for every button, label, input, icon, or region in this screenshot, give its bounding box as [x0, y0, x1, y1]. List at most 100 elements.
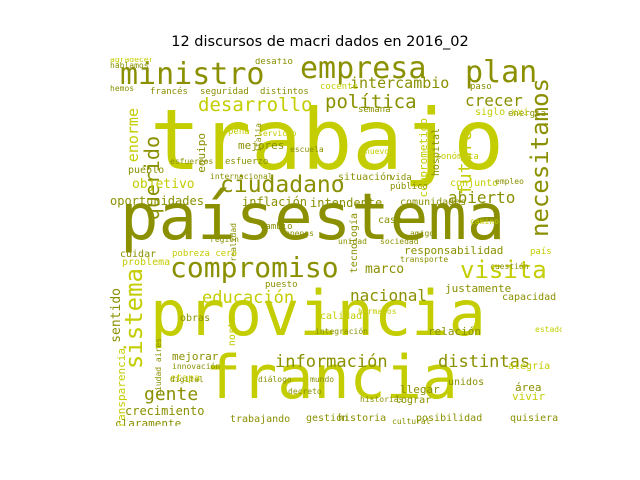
word-28: intendente — [310, 196, 383, 210]
word-67: seguridad — [200, 87, 249, 97]
word-21: educación — [202, 288, 295, 308]
word-49: unidos — [448, 377, 485, 388]
word-56: situación — [338, 172, 393, 183]
word-108: camino — [470, 217, 499, 226]
word-55: esfuerzo — [225, 157, 269, 167]
word-71: energía — [508, 109, 546, 119]
word-6: plan — [465, 58, 538, 90]
word-72: siglo xxi — [475, 107, 530, 118]
word-88: apenas — [285, 229, 314, 238]
word-93: cuestión — [490, 262, 529, 271]
word-61: obras — [180, 313, 211, 324]
word-84: peña — [228, 127, 250, 137]
word-92: hermanos — [358, 307, 397, 316]
word-26: oportunidades — [110, 194, 204, 208]
word-111: mundo — [310, 375, 335, 384]
word-45: lograr — [395, 395, 432, 406]
word-104: empleo — [495, 177, 524, 186]
word-89: servicio — [258, 129, 297, 138]
word-79: digital — [170, 375, 204, 384]
word-15: crecer — [465, 91, 523, 110]
word-29: responsabilidad — [404, 244, 504, 257]
word-83: semana — [358, 105, 391, 115]
word-101: esfuerzos — [170, 157, 214, 166]
word-80: ciudad aires — [154, 338, 163, 396]
word-20: distintas — [438, 352, 531, 372]
word-102: internacional — [210, 172, 273, 181]
word-10: visita — [460, 256, 547, 284]
word-50: conjunto — [450, 178, 499, 189]
word-42: mejorar — [172, 350, 219, 363]
word-31: sentido — [110, 288, 124, 343]
word-37: posibilidad — [416, 413, 483, 424]
word-53: equipo — [195, 133, 208, 173]
word-94: integración — [315, 327, 368, 336]
word-33: claramente — [115, 417, 182, 426]
word-25: objetivo — [132, 177, 195, 192]
word-87: pobreza cero — [172, 249, 238, 259]
word-39: justamente — [445, 282, 512, 295]
word-4: ministro — [120, 58, 265, 92]
word-2: provincia — [150, 277, 486, 350]
word-59: público — [390, 182, 428, 192]
word-81: decreto — [288, 387, 322, 396]
word-113: historias — [360, 395, 404, 404]
word-43: etapa — [170, 373, 201, 384]
word-65: puesto — [265, 280, 298, 290]
word-24: abierto — [448, 188, 516, 207]
word-68: distintos — [260, 87, 309, 97]
word-3: francia — [205, 343, 458, 413]
word-22: nacional — [350, 286, 428, 305]
chart-title: 12 discursos de macri dados en 2016_02 — [171, 34, 469, 50]
word-38: quisiera — [510, 413, 559, 424]
word-0: trabajo — [150, 91, 505, 189]
word-44: llegar — [400, 383, 440, 396]
word-27: inflación — [242, 195, 308, 209]
word-106: país — [530, 247, 552, 257]
word-47: área — [515, 381, 542, 394]
word-73: paso — [470, 82, 492, 92]
word-60: caso — [378, 215, 403, 226]
word-66: norte — [227, 316, 238, 347]
word-17: enorme — [124, 108, 142, 163]
word-51: marco — [365, 262, 405, 277]
word-70: desafío — [255, 58, 293, 67]
word-32: crecimiento — [125, 404, 205, 418]
word-9: necesitamos — [526, 78, 554, 237]
word-97: cambio — [260, 222, 293, 232]
word-23: gente — [144, 384, 199, 405]
word-63: problema — [122, 257, 171, 268]
word-90: amigo — [410, 229, 435, 238]
word-64: calidad — [320, 311, 363, 322]
word-74: comprometido — [417, 118, 430, 198]
word-5: empresa — [300, 58, 427, 86]
word-52: mejores — [238, 139, 285, 152]
word-105: sociedad — [380, 237, 419, 246]
word-19: información — [275, 352, 388, 372]
word-54: pueblo — [128, 165, 165, 176]
word-69: francés — [150, 87, 188, 97]
word-1: paísestema — [120, 181, 506, 255]
word-48: alegría — [508, 361, 551, 372]
word-12: desarrollo — [198, 94, 313, 116]
word-99: agradecer — [110, 58, 154, 64]
word-34: trabajando — [230, 414, 291, 425]
word-98: hablamos — [110, 61, 149, 70]
word-35: gestión — [306, 413, 349, 424]
word-62: cuidar — [120, 249, 157, 260]
word-112: diálogo — [258, 375, 292, 384]
word-14: intercambio — [350, 74, 450, 92]
word-58: comunidades — [400, 197, 467, 208]
word-107: unidad — [338, 237, 367, 246]
word-11: ciudadano — [220, 172, 345, 198]
word-40: capacidad — [502, 292, 557, 303]
word-103: nuevo — [365, 147, 390, 156]
word-109: región — [210, 235, 239, 244]
word-76: hemos — [110, 84, 135, 93]
word-96: económica — [430, 152, 479, 162]
word-7: compromiso — [170, 251, 339, 284]
word-36: historia — [338, 413, 387, 424]
word-82: cocente — [320, 82, 358, 92]
word-78: innovación — [172, 362, 221, 371]
word-46: vivir — [512, 390, 546, 403]
